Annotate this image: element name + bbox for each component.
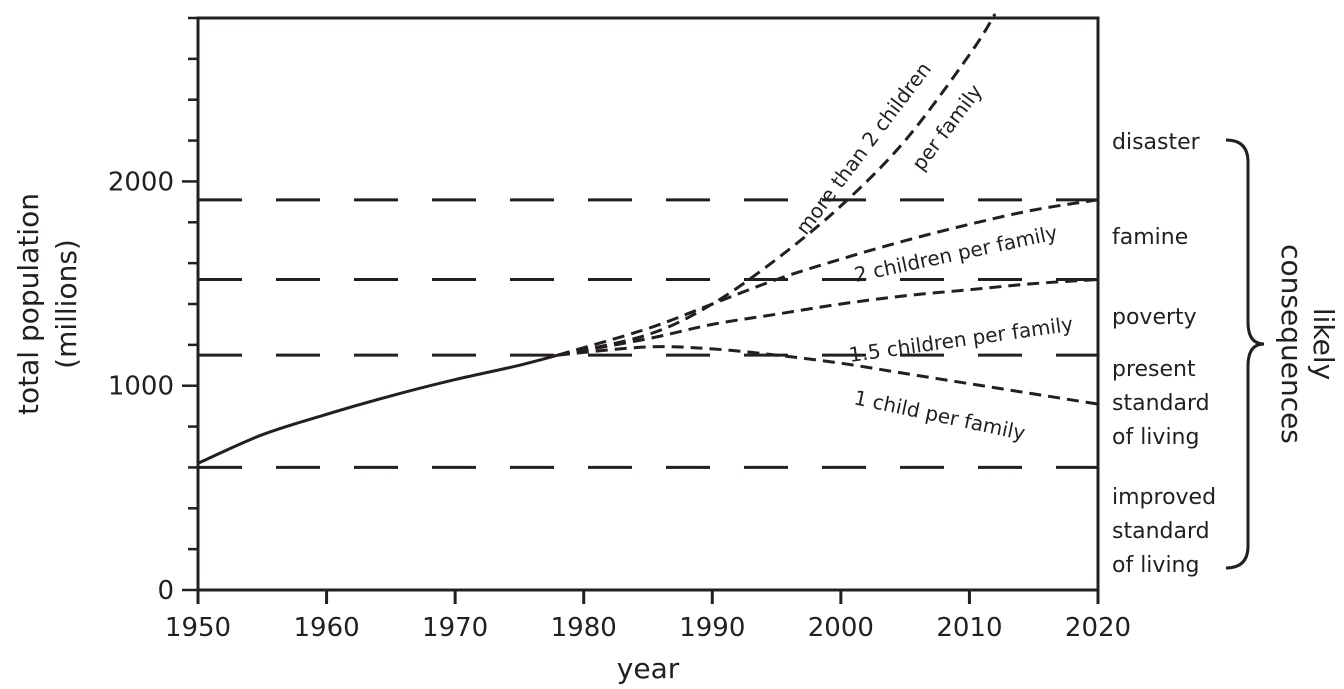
x-tick-label: 2000 <box>808 613 874 643</box>
y-axis-title-line2: (millions) <box>50 239 83 369</box>
zone-label-improved-line2: standard <box>1112 519 1210 544</box>
series-label-1-child: 1 child per family <box>852 385 1028 445</box>
x-tick-label: 2010 <box>936 613 1002 643</box>
zone-label-present-line2: standard <box>1112 391 1210 416</box>
x-tick-label: 1980 <box>551 613 617 643</box>
projection-1-5-children <box>557 278 1099 357</box>
projection-more-than-2-children <box>557 13 997 357</box>
x-tick-label: 1970 <box>422 613 488 643</box>
x-tick-label: 1990 <box>679 613 745 643</box>
projection-1-child <box>557 345 1099 406</box>
consequences-brace <box>1225 138 1265 570</box>
x-tick-label: 1950 <box>165 613 231 643</box>
projection-2-children <box>557 198 1099 357</box>
y-axis-title-line1: total population <box>12 193 45 415</box>
zone-label-improved-line1: improved <box>1112 485 1216 510</box>
series-label-more-than-2-line1: more than 2 children <box>791 57 936 239</box>
x-tick-label: 2020 <box>1065 613 1131 643</box>
x-axis-title: year <box>617 652 680 685</box>
zone-label-poverty: poverty <box>1112 305 1197 330</box>
zone-label-famine: famine <box>1112 225 1188 250</box>
zone-label-present-line3: of living <box>1112 425 1199 450</box>
consequences-title-line1: likely <box>1307 308 1340 380</box>
series-label-1-5-children: 1.5 children per family <box>847 312 1074 367</box>
axis-ticks: 1950 1960 1970 1980 1990 2000 2010 2020 0 1000 200… <box>108 16 1131 643</box>
y-tick-label: 0 <box>157 576 174 606</box>
y-tick-label: 2000 <box>108 167 174 197</box>
zone-label-disaster: disaster <box>1112 130 1201 155</box>
historical-line <box>197 353 559 465</box>
zone-label-present-line1: present <box>1112 357 1196 382</box>
y-tick-label: 1000 <box>108 372 174 402</box>
zone-label-improved-line3: of living <box>1112 553 1199 578</box>
x-tick-label: 1960 <box>293 613 359 643</box>
series-lines <box>197 13 1099 465</box>
series-label-2-children: 2 children per family <box>852 220 1060 287</box>
consequences-title-line2: consequences <box>1275 244 1308 444</box>
